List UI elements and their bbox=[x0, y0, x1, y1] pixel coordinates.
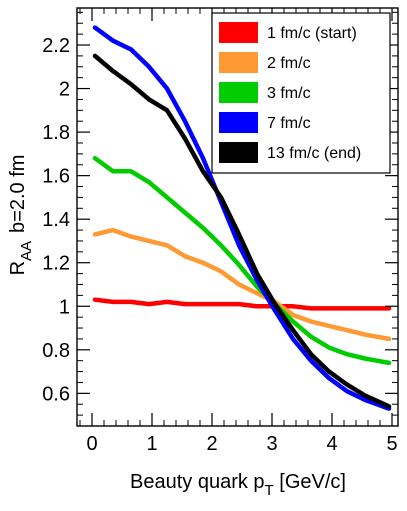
legend-label: 13 fm/c (end) bbox=[267, 145, 361, 162]
y-tick-label: 0.8 bbox=[42, 340, 70, 362]
legend-swatch bbox=[219, 22, 258, 43]
x-axis-title-main: Beauty quark p bbox=[130, 471, 265, 493]
series-line-3 bbox=[92, 155, 392, 366]
y-axis-ticks: 0.6 0.8 1 1.2 1.4 1.6 1.8 2 2.2 bbox=[42, 11, 398, 416]
x-axis-title-unit: [GeV/c] bbox=[274, 471, 346, 493]
legend-label: 3 fm/c bbox=[267, 85, 311, 102]
y-tick-label: 2.2 bbox=[42, 35, 70, 57]
y-tick-label: 2 bbox=[59, 79, 70, 101]
x-tick-label: 3 bbox=[266, 433, 277, 455]
series-line-1 bbox=[92, 297, 392, 311]
legend: 1 fm/c (start) 2 fm/c 3 fm/c 7 fm/c 13 fm/c … bbox=[211, 12, 391, 174]
y-tick-label: 1.6 bbox=[42, 166, 70, 188]
x-tick-label: 4 bbox=[326, 433, 337, 455]
y-axis-title-suffix: b=2.0 fm bbox=[7, 155, 29, 233]
series-line-2 bbox=[92, 227, 392, 342]
legend-swatch bbox=[219, 52, 258, 73]
y-axis-title-sub: AA bbox=[18, 241, 35, 261]
y-axis-title-main: R bbox=[7, 261, 29, 275]
legend-label: 1 fm/c (start) bbox=[267, 25, 357, 42]
x-tick-label: 5 bbox=[386, 433, 397, 455]
y-tick-label: 0.6 bbox=[42, 383, 70, 405]
x-tick-label: 0 bbox=[86, 433, 97, 455]
legend-swatch bbox=[219, 112, 258, 133]
y-tick-label: 1.4 bbox=[42, 209, 70, 231]
y-tick-label: 1.2 bbox=[42, 253, 70, 275]
x-tick-label: 2 bbox=[206, 433, 217, 455]
y-axis-title: RAA b=2.0 fm bbox=[7, 155, 35, 276]
legend-swatch bbox=[219, 82, 258, 103]
series-curves bbox=[92, 25, 392, 411]
legend-label: 2 fm/c bbox=[267, 55, 311, 72]
x-tick-label: 1 bbox=[146, 433, 157, 455]
legend-swatch bbox=[219, 142, 258, 163]
y-tick-label: 1.8 bbox=[42, 122, 70, 144]
series-line-4 bbox=[92, 25, 392, 411]
x-axis-title: Beauty quark pT [GeV/c] bbox=[130, 471, 346, 499]
legend-label: 7 fm/c bbox=[267, 115, 311, 132]
x-axis-title-sub: T bbox=[265, 482, 274, 499]
plot-frame bbox=[76, 7, 399, 427]
series-line-5 bbox=[92, 53, 392, 409]
y-tick-label: 1 bbox=[59, 296, 70, 318]
